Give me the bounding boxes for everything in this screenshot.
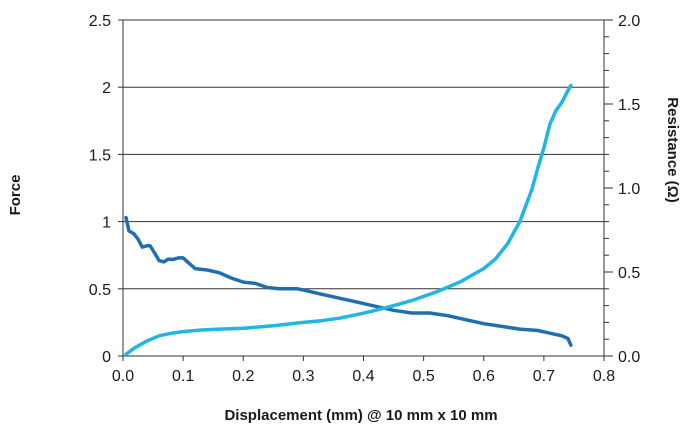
x-tick-label: 0.0 (112, 368, 134, 385)
x-axis-title: Displacement (mm) @ 10 mm x 10 mm (224, 407, 497, 424)
y2-tick-label: 2.0 (618, 13, 640, 30)
force-series-line (124, 215, 573, 347)
y2-tick-label: 1.0 (618, 181, 640, 198)
y-axis-title: Force (7, 175, 24, 216)
x-axis-ticks: 0.0 0.1 0.2 0.3 0.4 0.5 0.6 0.7 0.8 (112, 356, 615, 385)
y-tick-label: 0.5 (89, 282, 111, 299)
y-tick-label: 1.5 (89, 147, 111, 164)
x-tick-label: 0.6 (473, 368, 495, 385)
x-tick-label: 0.2 (232, 368, 254, 385)
x-tick-label: 0.5 (413, 368, 435, 385)
y2-axis-title: Resistance (Ω) (664, 97, 681, 202)
y-tick-label: 2.5 (89, 13, 111, 30)
y-tick-label: 1 (102, 215, 111, 232)
x-tick-label: 0.1 (172, 368, 194, 385)
x-tick-label: 0.7 (533, 368, 555, 385)
y-axis-ticks: 0 0.5 1 1.5 2 2.5 (89, 13, 123, 366)
resistance-series-line (124, 83, 573, 357)
x-tick-label: 0.3 (292, 368, 314, 385)
y-tick-label: 0 (102, 349, 111, 366)
y2-tick-label: 1.5 (618, 97, 640, 114)
y2-axis-ticks: 0.0 0.5 1.0 1.5 2.0 (604, 13, 640, 366)
x-tick-label: 0.8 (593, 368, 615, 385)
y2-tick-label: 0.5 (618, 265, 640, 282)
series-lines (124, 83, 573, 357)
x-tick-label: 0.4 (352, 368, 374, 385)
y-tick-label: 2 (102, 80, 111, 97)
y2-tick-label: 0.0 (618, 349, 640, 366)
